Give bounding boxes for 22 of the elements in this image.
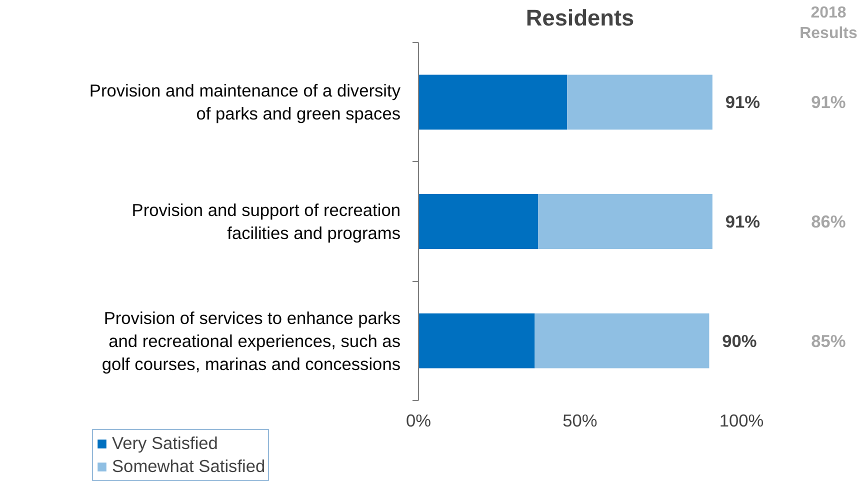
x-tick-label: 100% [719, 410, 764, 430]
legend-label: Somewhat Satisfied [112, 456, 266, 477]
y-tick-label: Provision and maintenance of a diversity of parks and green spaces [89, 80, 401, 124]
text: 91% [811, 92, 846, 112]
bar [534, 313, 710, 368]
text: 2018 Results [800, 4, 858, 42]
text: 85% [811, 330, 846, 351]
y-tick-label: Provision of services to enhance parks and recreational experiences, such as golf courses, marinas and concessions [102, 308, 401, 374]
total-label: 90% [722, 330, 757, 351]
total-label: 91% [725, 92, 760, 112]
x-tick-label: 50% [562, 410, 598, 430]
bar [538, 194, 712, 249]
bar [567, 74, 712, 130]
text: 86% [811, 212, 846, 232]
y-tick-label: Provision and support of recreation facilities and programs [132, 200, 401, 243]
bar [418, 194, 538, 249]
chart-title: Residents [526, 4, 634, 30]
bar [418, 74, 568, 130]
x-tick-label: 0% [406, 410, 432, 430]
legend-label: Very Satisfied [112, 433, 218, 454]
total-label: 91% [725, 212, 760, 232]
bar [418, 313, 535, 368]
